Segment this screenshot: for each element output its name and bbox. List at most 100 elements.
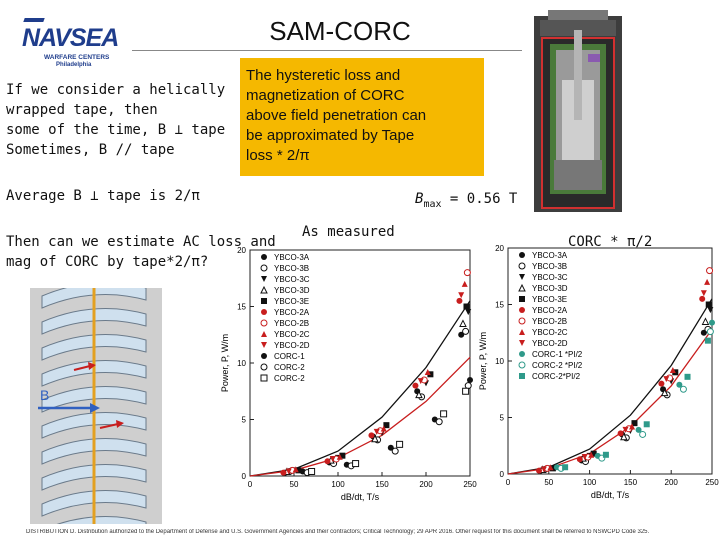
slide-title: SAM-CORC bbox=[269, 16, 411, 46]
y-tick-label: 15 bbox=[495, 301, 504, 310]
series-points bbox=[295, 303, 470, 474]
data-point bbox=[519, 252, 525, 258]
logo-subtitle: WARFARE CENTERS bbox=[44, 54, 110, 61]
data-point bbox=[519, 329, 525, 335]
data-point bbox=[339, 452, 346, 459]
x-tick-label: 200 bbox=[665, 478, 679, 487]
y-tick-label: 5 bbox=[242, 416, 247, 425]
series-points bbox=[557, 328, 714, 472]
data-point bbox=[629, 423, 636, 430]
series-points bbox=[285, 292, 465, 475]
helix-band bbox=[41, 464, 147, 491]
plot-area bbox=[507, 247, 713, 475]
current-arrowhead-bottom bbox=[116, 420, 124, 428]
probe-connector bbox=[588, 54, 600, 62]
cryostat-illustration bbox=[534, 10, 622, 212]
data-point bbox=[519, 296, 525, 302]
data-point bbox=[679, 385, 687, 393]
data-point bbox=[260, 374, 268, 382]
helical-tape bbox=[41, 288, 147, 524]
helix-band bbox=[41, 360, 147, 387]
data-point bbox=[519, 351, 525, 357]
data-point bbox=[329, 456, 336, 463]
y-tick-label: 0 bbox=[242, 472, 247, 481]
helix-band bbox=[41, 490, 147, 517]
cryostat-lid bbox=[540, 20, 616, 36]
series-points bbox=[562, 337, 711, 471]
field-arrowhead bbox=[90, 403, 100, 413]
data-point bbox=[704, 337, 711, 344]
data-point bbox=[380, 425, 387, 432]
y-axis-label: Power, P, W/m bbox=[220, 334, 230, 392]
y-axis-label: Power, P, W/m bbox=[478, 332, 488, 390]
data-point bbox=[396, 440, 404, 448]
text-line: Then can we estimate AC loss and bbox=[6, 234, 276, 250]
x-tick-label: 0 bbox=[506, 478, 511, 487]
data-point bbox=[518, 262, 526, 270]
navsea-logo: NAVSEA WARFARE CENTERS Philadelphia bbox=[18, 14, 130, 80]
data-point bbox=[706, 267, 714, 275]
data-point bbox=[576, 456, 583, 463]
field-label: B bbox=[40, 387, 49, 403]
data-point bbox=[456, 297, 463, 304]
data-point bbox=[536, 467, 543, 474]
data-point bbox=[631, 420, 638, 427]
data-point bbox=[462, 327, 470, 335]
data-point bbox=[622, 426, 629, 433]
cryostat-top-flange bbox=[548, 10, 608, 20]
series-points bbox=[280, 297, 463, 476]
data-point bbox=[458, 292, 465, 299]
data-point bbox=[705, 301, 712, 308]
legend-entry: YBCO-2A bbox=[532, 306, 568, 315]
x-tick-label: 250 bbox=[463, 480, 477, 489]
data-point bbox=[412, 382, 419, 389]
x-tick-label: 200 bbox=[419, 480, 433, 489]
callout-line: above field penetration can bbox=[246, 107, 427, 124]
helix-band bbox=[56, 516, 147, 524]
data-point bbox=[707, 307, 714, 314]
data-point bbox=[663, 376, 670, 383]
data-point bbox=[417, 378, 424, 385]
y-tick-label: 15 bbox=[237, 303, 246, 312]
x-tick-label: 0 bbox=[248, 480, 253, 489]
legend-entry: YBCO-3E bbox=[274, 297, 309, 306]
data-point bbox=[547, 464, 554, 471]
data-point bbox=[424, 369, 431, 376]
legend-entry: YBCO-2B bbox=[532, 317, 567, 326]
data-point bbox=[459, 319, 467, 327]
data-point bbox=[368, 432, 375, 439]
data-point bbox=[549, 465, 556, 472]
data-point bbox=[465, 309, 472, 316]
data-point bbox=[676, 381, 683, 388]
data-point bbox=[260, 319, 268, 327]
y-tick-label: 5 bbox=[500, 414, 505, 423]
legend-entry: CORC-1 bbox=[274, 352, 305, 361]
series-points bbox=[540, 290, 707, 473]
bmax-text: Bmax = 0.56 T bbox=[415, 191, 517, 210]
callout-line: loss * 2/π bbox=[246, 147, 310, 164]
legend-entry: YBCO-2C bbox=[274, 330, 310, 339]
data-point bbox=[602, 451, 609, 458]
data-point bbox=[518, 283, 526, 292]
legend-entry: CORC-2 bbox=[274, 374, 305, 383]
data-point bbox=[260, 264, 268, 272]
data-point bbox=[701, 317, 710, 325]
data-point bbox=[519, 307, 525, 313]
legend-entry: CORC-2 bbox=[274, 363, 305, 372]
x-axis-label: dB/dt, T/s bbox=[591, 490, 630, 500]
chart-legend: YBCO-3A YBCO-3B YBCO-3C YBCO-3D YBCO-3E YBCO-… bbox=[518, 251, 583, 381]
data-point bbox=[261, 298, 267, 304]
data-point bbox=[639, 430, 647, 438]
data-point bbox=[440, 410, 448, 418]
series-points bbox=[547, 278, 711, 471]
data-point bbox=[260, 285, 268, 294]
measured-loss-chart: 0 50 100 150 200 250 0 5 10 15 20 dB/dt, T/s Power, … bbox=[220, 246, 477, 502]
legend-entry: CORC-1 *PI/2 bbox=[532, 350, 583, 359]
data-point bbox=[540, 466, 547, 473]
helix-band bbox=[41, 308, 147, 335]
data-point bbox=[467, 376, 473, 383]
data-point bbox=[415, 390, 423, 399]
x-axis-label: dB/dt, T/s bbox=[341, 492, 380, 502]
data-point bbox=[658, 380, 665, 387]
legend-entry: YBCO-2D bbox=[532, 339, 568, 348]
